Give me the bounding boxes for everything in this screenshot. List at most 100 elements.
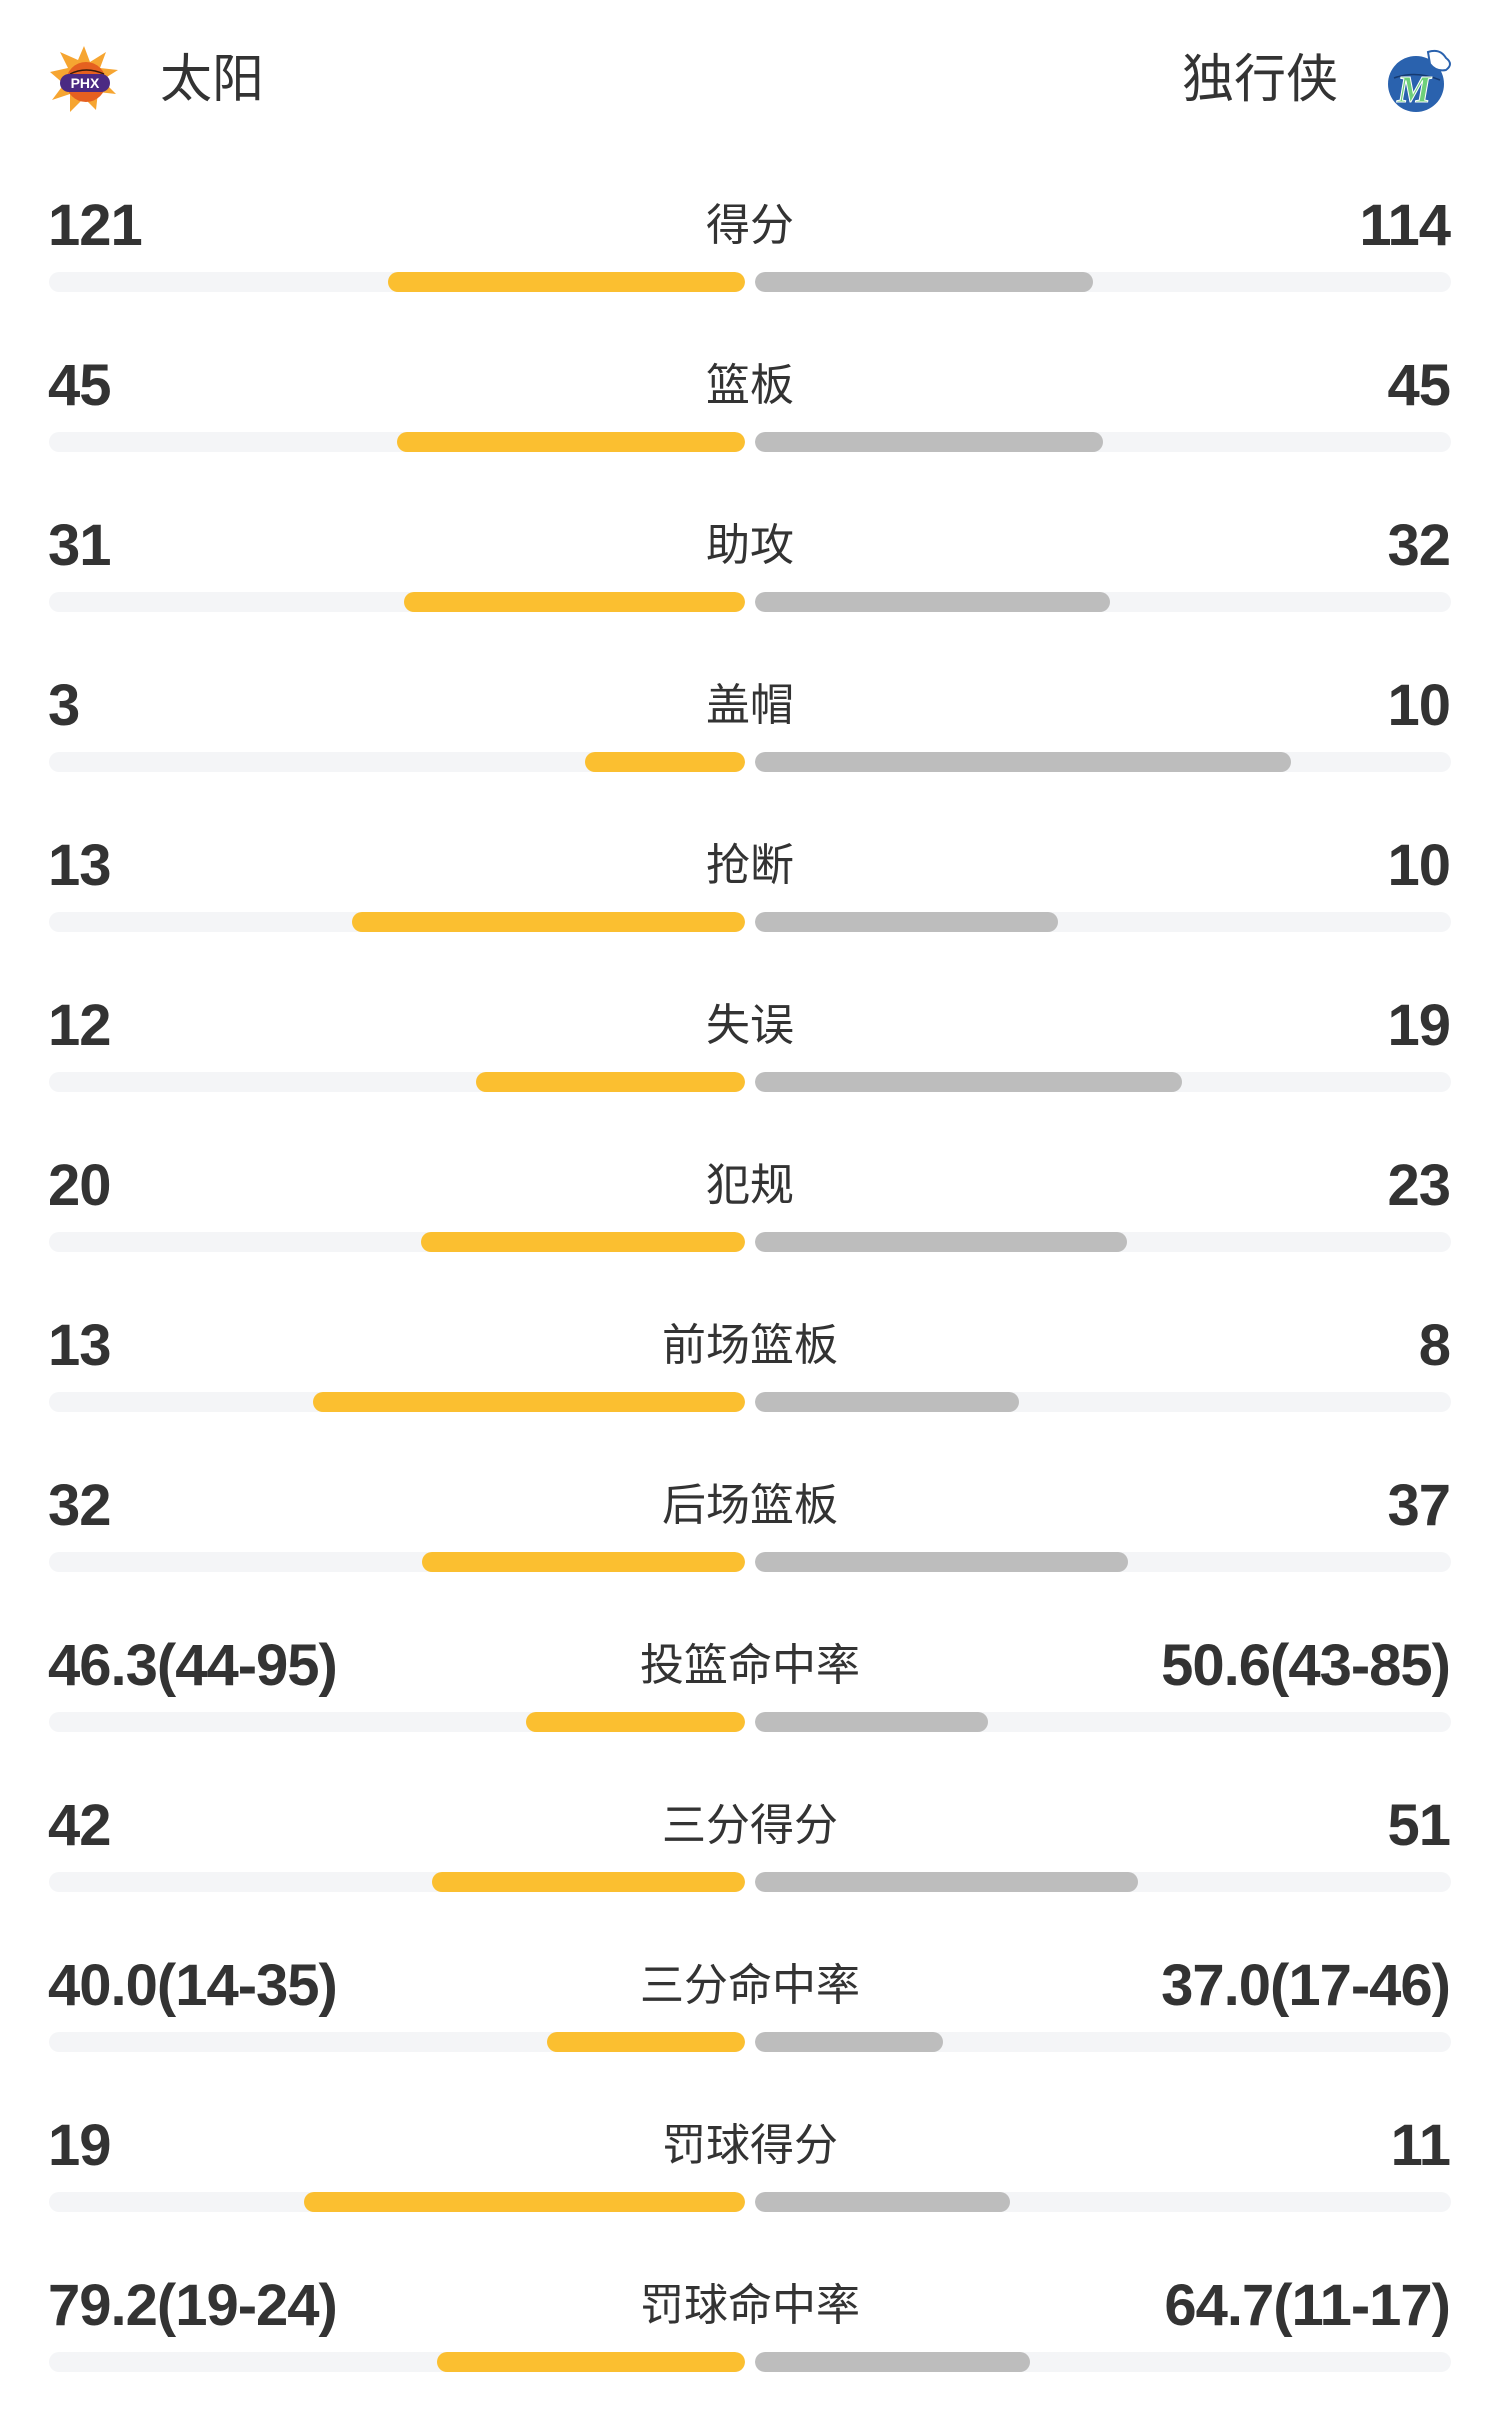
home-bar-fill — [421, 1232, 745, 1252]
home-team-name: 太阳 — [160, 50, 265, 110]
home-bar-fill — [525, 1712, 745, 1732]
away-stat-value: 51 — [1387, 1793, 1451, 1858]
home-stat-value: 13 — [48, 1313, 112, 1378]
stat-row: 13 抢断 10 — [0, 820, 1500, 980]
away-team-name: 独行侠 — [1181, 50, 1338, 110]
away-bar-fill — [755, 1552, 1129, 1572]
stat-row: 40.0(14-35) 三分命中率 37.0(17-46) — [0, 1940, 1500, 2100]
home-bar-track — [49, 432, 745, 452]
home-stat-value: 40.0(14-35) — [48, 1953, 338, 2018]
away-bar-fill — [755, 752, 1291, 772]
away-stat-value: 45 — [1387, 353, 1451, 418]
away-bar-track — [755, 432, 1451, 452]
away-bar-track — [755, 2032, 1451, 2052]
home-bar-track — [49, 752, 745, 772]
away-bar-fill — [755, 432, 1103, 452]
stat-label: 犯规 — [706, 1160, 794, 1211]
away-bar-fill — [755, 1392, 1020, 1412]
home-stat-value: 46.3(44-95) — [48, 1633, 338, 1698]
home-bar-track — [49, 592, 745, 612]
home-bar-track — [49, 2192, 745, 2212]
home-bar-fill — [547, 2032, 745, 2052]
away-stat-value: 64.7(11-17) — [1164, 2273, 1451, 2338]
home-stat-value: 42 — [48, 1793, 112, 1858]
away-stat-value: 19 — [1387, 993, 1451, 1058]
away-bar-track — [755, 1072, 1451, 1092]
home-bar-fill — [475, 1072, 745, 1092]
away-stat-value: 114 — [1359, 193, 1451, 258]
stat-row: 31 助攻 32 — [0, 500, 1500, 660]
stat-label: 篮板 — [706, 360, 794, 411]
stat-label: 助攻 — [706, 520, 794, 571]
home-bar-fill — [436, 2352, 745, 2372]
home-stat-value: 13 — [48, 833, 112, 898]
away-bar-track — [755, 2352, 1451, 2372]
away-bar-track — [755, 592, 1451, 612]
away-stat-value: 32 — [1387, 513, 1451, 578]
away-bar-fill — [755, 1712, 989, 1732]
home-stat-value: 79.2(19-24) — [48, 2273, 338, 2338]
away-bar-track — [755, 1392, 1451, 1412]
home-stat-value: 3 — [48, 673, 80, 738]
home-bar-fill — [304, 2192, 745, 2212]
away-bar-track — [755, 1232, 1451, 1252]
home-stat-value: 32 — [48, 1473, 112, 1538]
home-bar-fill — [397, 432, 745, 452]
away-stat-value: 50.6(43-85) — [1161, 1633, 1451, 1698]
svg-text:M: M — [1396, 69, 1432, 111]
stat-label: 三分命中率 — [640, 1960, 860, 2011]
home-bar-track — [49, 1232, 745, 1252]
home-bar-fill — [422, 1552, 745, 1572]
stat-label: 失误 — [706, 1000, 794, 1051]
stat-label: 投篮命中率 — [640, 1640, 860, 1691]
stat-row: 79.2(19-24) 罚球命中率 64.7(11-17) — [0, 2260, 1500, 2420]
stat-row: 13 前场篮板 8 — [0, 1300, 1500, 1460]
away-bar-fill — [755, 2032, 943, 2052]
stat-label: 三分得分 — [662, 1800, 838, 1851]
home-bar-track — [49, 1552, 745, 1572]
home-bar-track — [49, 1072, 745, 1092]
suns-logo-icon: PHX — [50, 46, 118, 112]
away-bar-fill — [755, 1232, 1128, 1252]
away-stat-value: 37 — [1387, 1473, 1451, 1538]
away-bar-track — [755, 752, 1451, 772]
home-bar-fill — [313, 1392, 745, 1412]
stat-label: 抢断 — [706, 840, 794, 891]
stat-row: 3 盖帽 10 — [0, 660, 1500, 820]
stat-label: 后场篮板 — [662, 1480, 838, 1531]
away-stat-value: 23 — [1387, 1153, 1451, 1218]
stat-label: 盖帽 — [706, 680, 794, 731]
away-bar-fill — [755, 1072, 1182, 1092]
home-bar-fill — [403, 592, 745, 612]
away-bar-fill — [755, 592, 1110, 612]
stat-row: 45 篮板 45 — [0, 340, 1500, 500]
home-bar-track — [49, 912, 745, 932]
away-bar-track — [755, 2192, 1451, 2212]
team-header: PHX 太阳 独行侠 M — [0, 0, 1500, 160]
home-stat-value: 12 — [48, 993, 112, 1058]
home-stat-value: 31 — [48, 513, 112, 578]
stat-row: 32 后场篮板 37 — [0, 1460, 1500, 1620]
stat-row: 46.3(44-95) 投篮命中率 50.6(43-85) — [0, 1620, 1500, 1780]
away-bar-track — [755, 1872, 1451, 1892]
away-stat-value: 37.0(17-46) — [1161, 1953, 1451, 2018]
away-bar-fill — [755, 272, 1093, 292]
away-bar-track — [755, 912, 1451, 932]
stat-label: 罚球得分 — [662, 2120, 838, 2171]
mavericks-logo-icon: M — [1388, 49, 1451, 112]
home-bar-track — [49, 2032, 745, 2052]
home-stat-value: 121 — [48, 193, 143, 258]
stat-row: 121 得分 114 — [0, 180, 1500, 340]
away-bar-fill — [755, 1872, 1138, 1892]
home-bar-track — [49, 1712, 745, 1732]
stat-row: 42 三分得分 51 — [0, 1780, 1500, 1940]
away-bar-fill — [755, 2192, 1011, 2212]
stat-label: 得分 — [706, 200, 794, 251]
svg-text:PHX: PHX — [71, 75, 100, 91]
home-stat-value: 19 — [48, 2113, 112, 2178]
away-stat-value: 10 — [1387, 673, 1451, 738]
away-bar-track — [755, 272, 1451, 292]
away-stat-value: 11 — [1390, 2113, 1451, 2178]
home-bar-fill — [351, 912, 745, 932]
home-bar-track — [49, 2352, 745, 2372]
